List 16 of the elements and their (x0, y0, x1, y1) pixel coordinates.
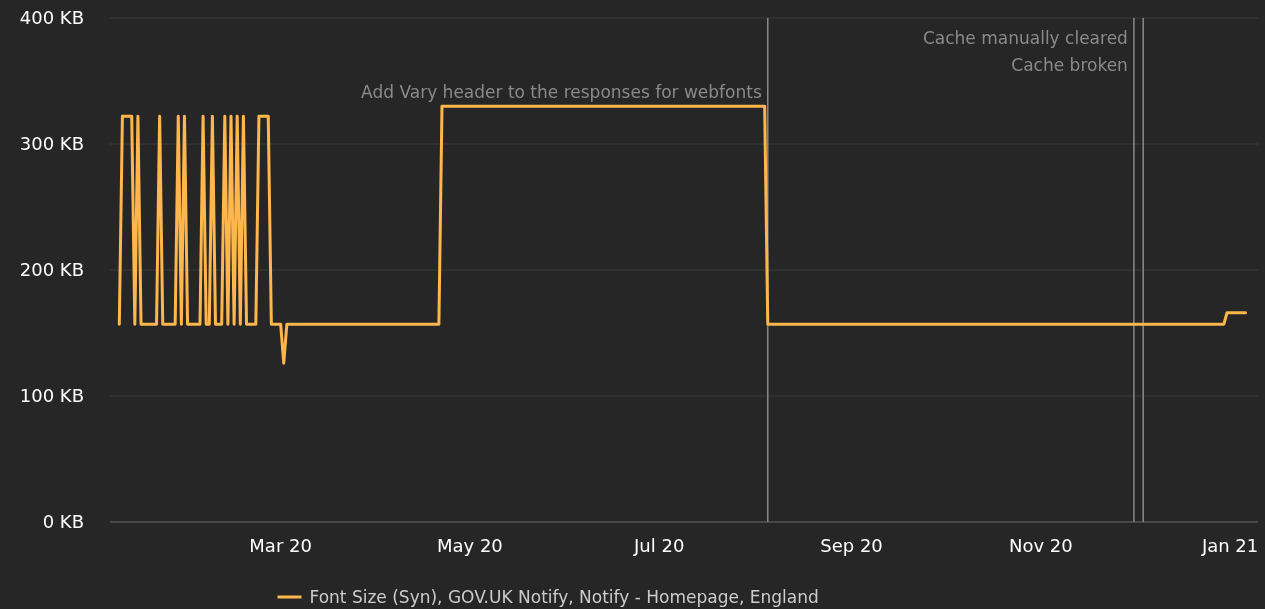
y-tick-label: 100 KB (19, 385, 84, 407)
y-tick-label: 400 KB (19, 7, 84, 29)
legend-label: Font Size (Syn), GOV.UK Notify, Notify - Homepage, England (309, 586, 819, 607)
x-tick-label: Jan 21 (1200, 535, 1259, 556)
ref-line-label: Cache broken (1011, 55, 1128, 75)
line-series (117, 104, 1248, 365)
y-tick-label: 200 KB (19, 259, 84, 281)
x-tick-label: Nov 20 (1008, 535, 1073, 556)
ref-line-label: Add Vary header to the responses for webfonts (361, 82, 762, 102)
x-tick-label: May 20 (436, 535, 503, 556)
y-tick-label: 0 KB (42, 511, 84, 533)
x-tick-label: Jul 20 (633, 535, 685, 556)
x-tick-label: Mar 20 (249, 535, 312, 556)
ref-line-label: Cache manually cleared (922, 28, 1128, 48)
y-tick-label: 300 KB (19, 133, 84, 155)
x-tick-label: Sep 20 (820, 535, 883, 556)
